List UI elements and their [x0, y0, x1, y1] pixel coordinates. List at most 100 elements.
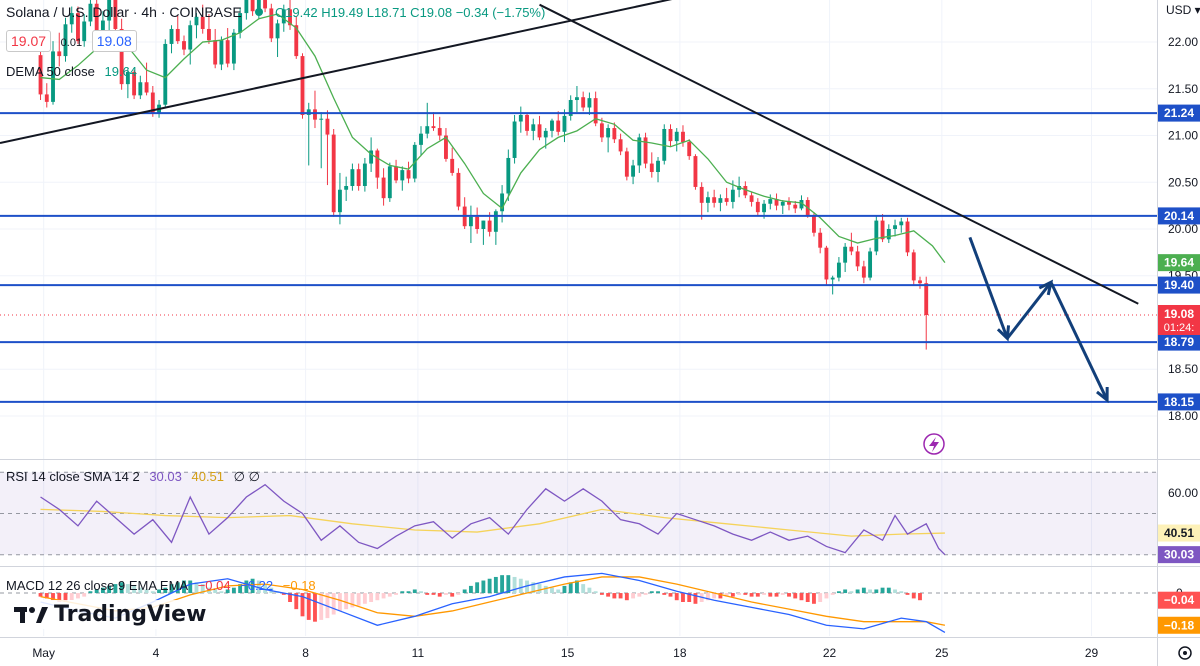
- price-tick-label: 21.00: [1168, 129, 1198, 143]
- rsi-value-tag-bg: [1158, 546, 1200, 564]
- buy-price-button[interactable]: 19.08: [91, 30, 137, 52]
- candle-body: [780, 201, 785, 206]
- macd-histogram-bar: [868, 589, 873, 594]
- macd-histogram-bar: [799, 593, 804, 601]
- gear-icon: [1178, 646, 1192, 660]
- candle: [175, 15, 180, 44]
- macd-histogram-bar: [624, 593, 629, 601]
- candle-body: [755, 201, 760, 213]
- macd-histogram-bar: [175, 582, 180, 594]
- macd-histogram-bar: [113, 584, 118, 594]
- level-tag-bg: [1158, 104, 1200, 122]
- macd-histogram-bar: [88, 591, 93, 594]
- rsi-sma-tag-bg: [1158, 524, 1200, 542]
- macd-histogram-bar: [737, 593, 742, 595]
- candle-body: [175, 28, 180, 42]
- candle: [899, 217, 904, 233]
- tradingview-logo-text: TradingView: [54, 602, 207, 627]
- macd-histogram-bar: [444, 593, 448, 595]
- macd-histogram-bar: [743, 593, 748, 595]
- macd-histogram-bar: [44, 593, 49, 599]
- candle: [674, 128, 679, 152]
- time-axis[interactable]: May 4 8 11 15 18 22 25 29: [32, 646, 1098, 660]
- macd-histogram-bar: [587, 587, 592, 594]
- candle-body: [624, 151, 629, 177]
- macd-histogram-bar: [886, 587, 891, 594]
- candle-body: [406, 170, 411, 179]
- price-axis[interactable]: 22.0021.5021.0020.5020.0019.5018.5018.00…: [1158, 3, 1200, 634]
- symbol-title[interactable]: Solana / U.S. Dollar · 4h · COINBASE: [6, 4, 242, 20]
- tradingview-logo[interactable]: TradingView: [8, 600, 213, 629]
- macd-histogram-bar: [281, 593, 286, 595]
- macd-histogram-bar: [768, 593, 773, 597]
- rsi-panel: [0, 471, 1157, 556]
- candle-body: [219, 40, 224, 65]
- macd-histogram-bar: [668, 593, 673, 597]
- candle: [169, 25, 174, 54]
- macd-signal-tag-bg: [1158, 616, 1200, 634]
- time-tick-label: 22: [823, 646, 837, 660]
- candle: [606, 124, 611, 153]
- candle: [362, 157, 367, 192]
- candle-body: [188, 25, 193, 50]
- candle: [824, 245, 829, 286]
- macd-histogram-bar: [350, 593, 355, 608]
- candle: [456, 168, 461, 211]
- macd-histogram-bar: [905, 593, 910, 595]
- candle-body: [294, 25, 299, 57]
- macd-histogram-bar: [606, 593, 611, 597]
- candle-body: [568, 100, 573, 116]
- level-tag-bg: [1158, 333, 1200, 351]
- candle: [163, 39, 168, 109]
- market-status-dot: [255, 8, 264, 16]
- candle: [724, 187, 729, 206]
- candle-body: [593, 98, 598, 124]
- rsi-legend[interactable]: RSI 14 close SMA 14 2 30.03 40.51 ∅ ∅: [6, 469, 266, 485]
- candle-body: [749, 195, 754, 202]
- candle: [911, 249, 916, 286]
- macd-histogram-bar: [188, 580, 193, 594]
- candle-body: [419, 133, 423, 145]
- candle: [637, 133, 642, 173]
- candle-body: [319, 118, 324, 120]
- macd-histogram-bar: [238, 584, 243, 594]
- candle: [194, 13, 199, 39]
- price-tick-label: 22.00: [1168, 35, 1198, 49]
- candle-body: [730, 189, 735, 202]
- candle: [182, 35, 186, 56]
- candle: [861, 260, 866, 284]
- sell-price-button[interactable]: 19.07: [6, 30, 52, 52]
- macd-histogram-bar: [406, 591, 411, 594]
- rsi-extra: ∅ ∅: [233, 469, 260, 484]
- macd-histogram-bar: [468, 585, 473, 594]
- candle-body: [375, 150, 380, 178]
- candle-body: [394, 166, 398, 181]
- candle-body: [606, 128, 611, 138]
- candle-body: [475, 216, 480, 229]
- candle-body: [656, 160, 660, 172]
- candle: [300, 53, 305, 119]
- candle: [138, 75, 143, 100]
- macd-histogram-bar: [543, 585, 548, 594]
- macd-histogram-bar: [531, 582, 536, 594]
- macd-value: −0.22: [240, 578, 274, 593]
- macd-hist-tag: −0.04: [1158, 591, 1200, 609]
- candle-body: [556, 120, 561, 132]
- macd-panel: [0, 572, 1157, 633]
- macd-histogram-bar: [481, 580, 486, 594]
- macd-histogram-bar: [356, 593, 361, 606]
- macd-histogram-bar: [300, 593, 305, 617]
- candle: [599, 117, 604, 143]
- candle-body: [787, 201, 791, 205]
- macd-legend[interactable]: MACD 12 26 close 9 EMA EMA −0.04 −0.22 −…: [6, 578, 322, 593]
- candle-body: [63, 24, 68, 57]
- macd-histogram-bar: [231, 587, 236, 594]
- candle: [624, 147, 629, 181]
- macd-histogram-bar: [643, 593, 648, 595]
- macd-histogram-bar: [631, 593, 636, 599]
- candle-body: [51, 51, 55, 102]
- symbol-legend[interactable]: Solana / U.S. Dollar · 4h · COINBASE O19…: [6, 4, 551, 20]
- dema-legend[interactable]: DEMA 50 close 19.64: [6, 64, 143, 79]
